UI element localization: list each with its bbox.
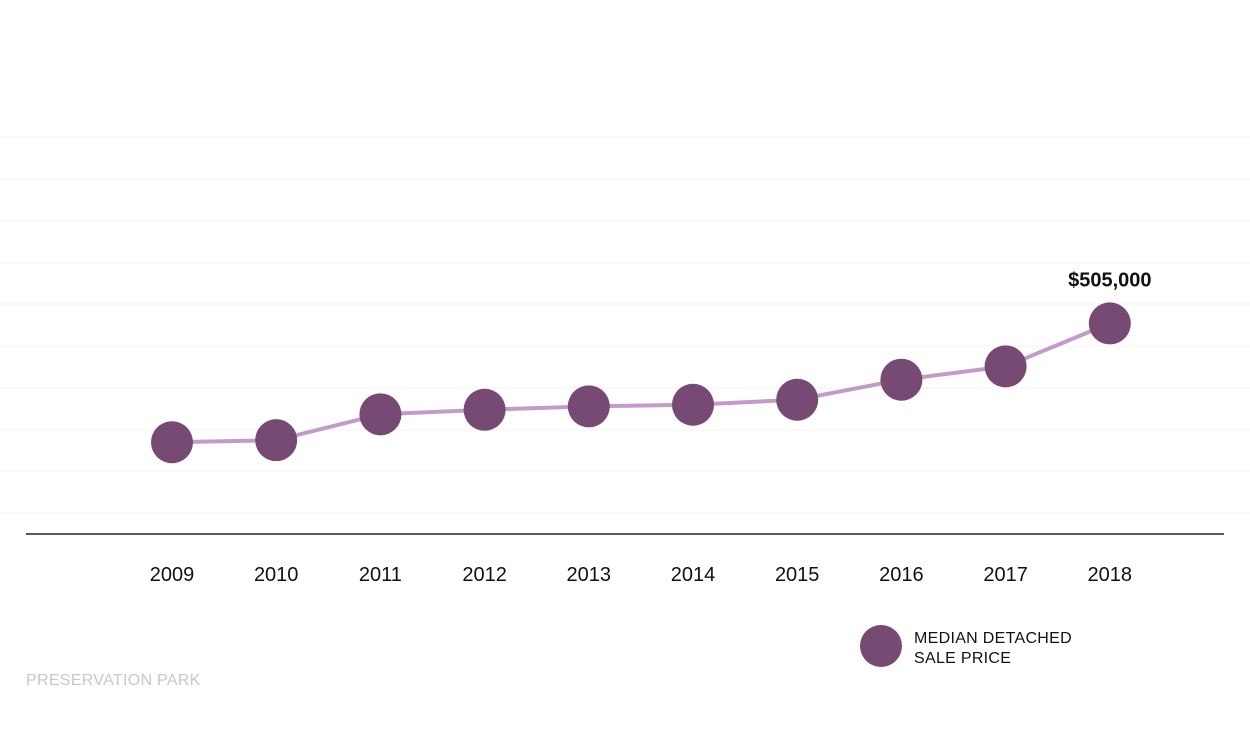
annotations: $505,000 <box>1068 269 1151 291</box>
legend-marker <box>860 625 902 667</box>
x-tick-labels: 2009 2010 2011 2012 2013 2014 2015 2016 2017 2018 <box>150 564 1132 586</box>
x-tick-label-2015: 2015 <box>775 564 820 586</box>
legend: MEDIAN DETACHED SALE PRICE <box>860 625 1072 667</box>
x-tick-label-2012: 2012 <box>462 564 507 586</box>
x-tick-label-2009: 2009 <box>150 564 195 586</box>
data-point-2011 <box>359 393 402 436</box>
gridlines <box>0 136 1250 514</box>
x-tick-label-2010: 2010 <box>254 564 299 586</box>
data-point-2013 <box>567 385 610 428</box>
data-point-2018 <box>1088 302 1131 345</box>
x-tick-label-2017: 2017 <box>983 564 1028 586</box>
footer-label: PRESERVATION PARK <box>26 672 201 689</box>
data-point-2012 <box>463 388 506 431</box>
data-point-2010 <box>255 419 298 462</box>
data-point-2017 <box>984 345 1027 388</box>
x-tick-label-2018: 2018 <box>1088 564 1133 586</box>
data-point-2009 <box>151 421 193 464</box>
legend-label-line1: MEDIAN DETACHED <box>914 630 1072 647</box>
x-tick-label-2013: 2013 <box>567 564 612 586</box>
data-point-2015 <box>776 378 819 421</box>
x-tick-label-2014: 2014 <box>671 564 716 586</box>
data-label-2018: $505,000 <box>1068 269 1151 291</box>
data-point-2016 <box>880 358 923 401</box>
series-line <box>170 321 1112 445</box>
x-tick-label-2011: 2011 <box>359 564 402 586</box>
legend-label-line2: SALE PRICE <box>914 650 1011 667</box>
data-points <box>151 302 1131 464</box>
x-tick-label-2016: 2016 <box>879 564 924 586</box>
data-point-2014 <box>672 383 714 426</box>
